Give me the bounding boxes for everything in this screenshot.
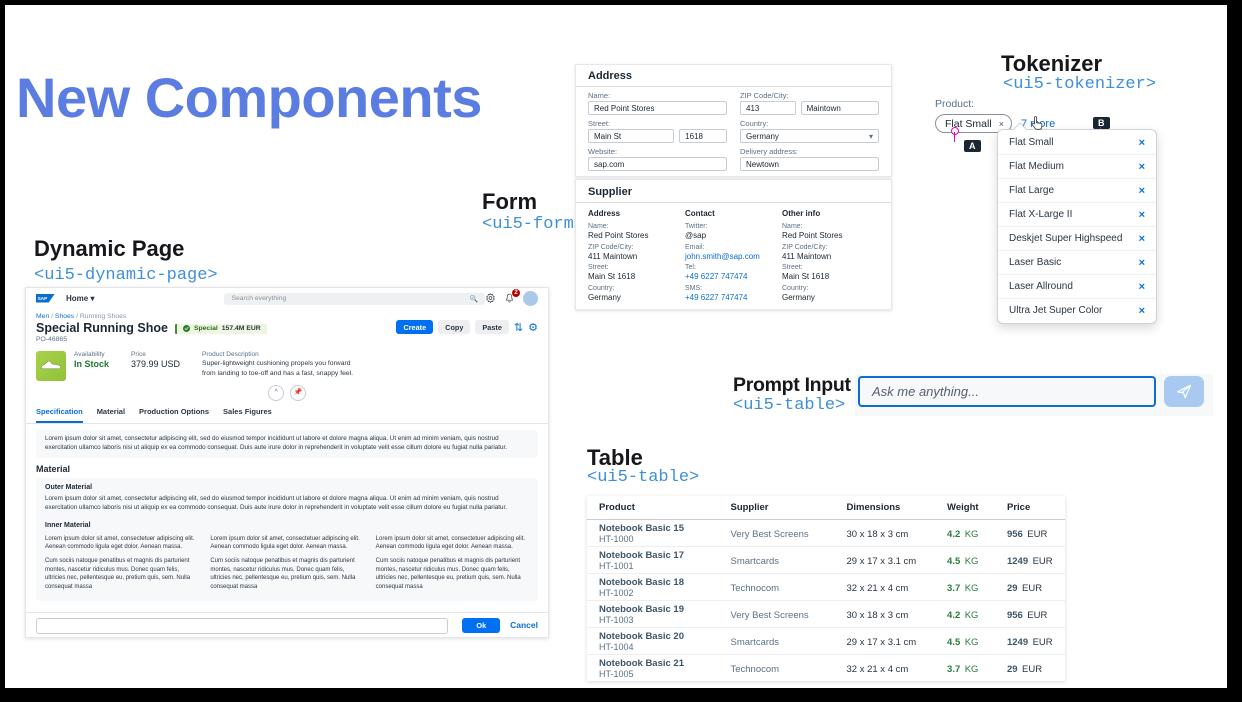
svg-text:SAP: SAP bbox=[38, 296, 48, 301]
